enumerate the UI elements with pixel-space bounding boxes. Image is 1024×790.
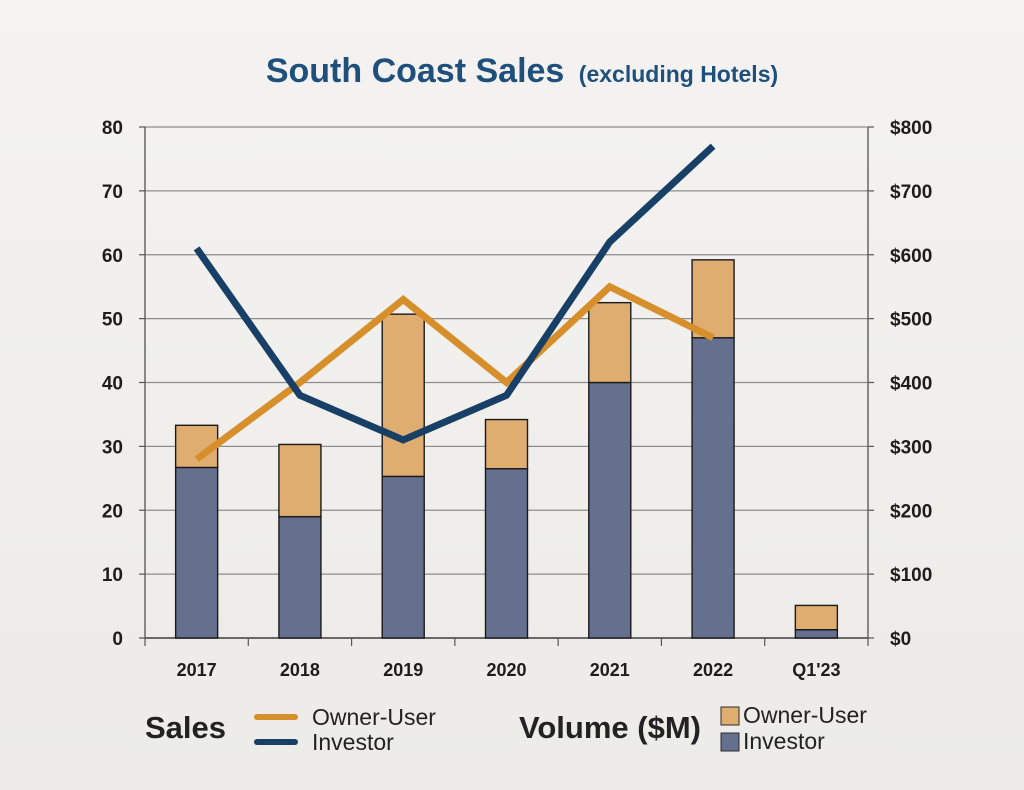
right-tick-label-0: $0 [890, 629, 911, 650]
right-tick-label-500: $500 [890, 310, 932, 331]
legend-volume-investor-swatch [720, 732, 740, 752]
bar-investor-2019 [381, 475, 425, 639]
left-tick-label-30: 30 [102, 437, 123, 458]
bars [174, 259, 839, 639]
right-tick-label-100: $100 [890, 565, 932, 586]
x-tick-label-Q1'23: Q1'23 [792, 660, 840, 680]
legend-volume-owner-user-label: Owner-User [743, 702, 867, 728]
line-owner-user [194, 282, 715, 462]
chart-title: South Coast Sales (excluding Hotels) [266, 52, 778, 90]
legend-volume-investor-label: Investor [743, 728, 825, 754]
left-tick-label-40: 40 [102, 374, 123, 395]
left-tick-label-80: 80 [102, 118, 123, 139]
right-tick-label-700: $700 [890, 182, 932, 203]
x-tick-label-2018: 2018 [280, 660, 320, 680]
bar-owner-user-2021 [588, 301, 632, 384]
left-tick-label-60: 60 [102, 246, 123, 267]
x-tick-label-2017: 2017 [177, 660, 217, 680]
legend-sales-investor-label: Investor [312, 729, 394, 755]
left-tick-label-50: 50 [102, 310, 123, 331]
legend-sales-heading: Sales [145, 710, 226, 745]
left-tick-label-20: 20 [102, 501, 123, 522]
bar-owner-user-2020 [484, 418, 529, 470]
right-tick-label-400: $400 [890, 374, 932, 395]
bar-investor-2017 [174, 466, 219, 639]
line-investor [193, 143, 716, 444]
bar-investor-2021 [588, 381, 632, 639]
legend-volume-heading: Volume ($M) [519, 710, 701, 745]
chart-title-main: South Coast Sales [266, 52, 565, 90]
right-tick-label-300: $300 [890, 437, 932, 458]
legend: Sales Owner-User Investor Volume ($M) Ow… [145, 702, 867, 755]
right-tick-label-200: $200 [890, 501, 932, 522]
x-tick-label-2019: 2019 [383, 660, 423, 680]
left-tick-label-0: 0 [112, 629, 123, 650]
tick-labels: 0 10 20 30 40 50 60 70 80 $0 $100 $200 $300 $400 $500 $… [102, 118, 932, 680]
legend-sales-owner-user-label: Owner-User [312, 704, 436, 730]
left-tick-label-10: 10 [102, 565, 123, 586]
bar-owner-user-2019 [381, 313, 425, 478]
line-series [193, 143, 716, 462]
bar-owner-user-2022 [691, 259, 735, 339]
x-tick-label-2020: 2020 [486, 660, 526, 680]
x-tick-label-2022: 2022 [693, 660, 733, 680]
bar-investor-2020 [484, 468, 529, 639]
bar-investor-q1-23 [794, 628, 839, 639]
right-tick-label-600: $600 [890, 246, 932, 267]
bar-owner-user-q1-23 [794, 604, 839, 631]
left-tick-label-70: 70 [102, 182, 123, 203]
right-tick-label-800: $800 [890, 118, 932, 139]
bar-investor-2018 [278, 515, 322, 639]
bar-investor-2022 [691, 337, 735, 639]
legend-volume-owner-user-swatch [720, 706, 740, 726]
chart-title-sub: (excluding Hotels) [579, 61, 778, 87]
x-tick-label-2021: 2021 [590, 660, 630, 680]
bar-owner-user-2018 [278, 443, 322, 518]
